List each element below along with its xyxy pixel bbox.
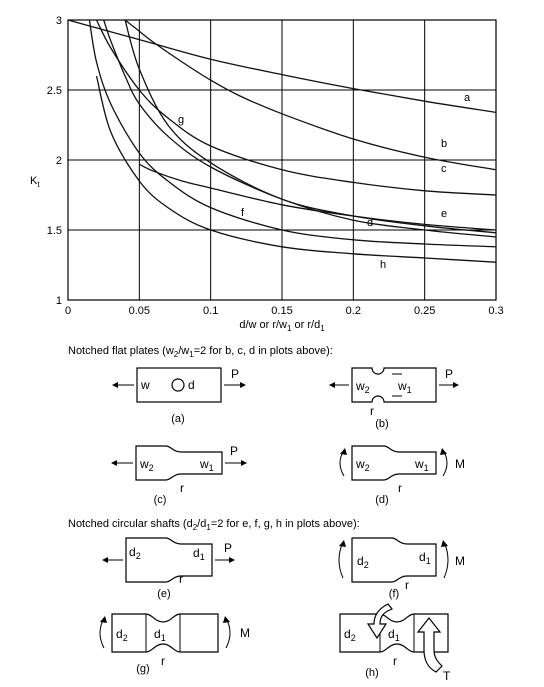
curves	[67, 19, 497, 263]
label-c-r: r	[180, 481, 184, 495]
hole-a	[171, 378, 185, 392]
x-tick-label: 0.2	[346, 305, 361, 317]
label-e-d1: d1	[193, 546, 205, 562]
label-d-w1: w1	[414, 457, 429, 473]
label-d-w2: w2	[355, 457, 370, 473]
label-b-w1: w1	[397, 379, 412, 395]
y-tick-label: 1.5	[47, 225, 62, 237]
y-tick-label: 1	[56, 295, 62, 307]
shaft-e	[125, 537, 213, 583]
label-h-d1: d1	[388, 627, 400, 643]
caption-c: (c)	[154, 494, 167, 506]
label-d-load: M	[455, 457, 465, 471]
label-b-r: r	[370, 404, 374, 418]
y-tick-label: 2	[56, 155, 62, 167]
curve-a	[67, 19, 497, 114]
label-a-load: P	[231, 367, 239, 381]
curve-label-c: c	[441, 163, 447, 175]
torque-arrow-left	[366, 603, 393, 640]
curve-c	[95, 19, 497, 196]
plate-b	[351, 367, 437, 403]
label-f-d2: d2	[357, 554, 369, 570]
curve-b	[124, 19, 497, 171]
label-a-w: w	[140, 378, 150, 392]
label-c-load: P	[230, 444, 238, 458]
shafts-heading: Notched circular shafts (d2/d1=2 for e, …	[68, 518, 360, 532]
caption-h: (h)	[365, 667, 378, 679]
label-g-d1: d1	[154, 627, 166, 643]
diagram-h: d2 d1 r T (h)	[339, 603, 451, 683]
plate-d	[351, 445, 437, 481]
label-h-r: r	[393, 654, 397, 668]
shaft-f	[351, 537, 437, 583]
diagram-a: w d P (a)	[112, 367, 246, 425]
x-tick-label: 0	[65, 305, 71, 317]
label-a-d: d	[188, 378, 195, 392]
curve-f	[88, 19, 497, 248]
curve-label-d: d	[367, 217, 373, 229]
label-g-r: r	[161, 654, 165, 668]
x-tick-label: 0.3	[488, 305, 503, 317]
diagram-b: w2 w1 r P (b)	[329, 367, 459, 430]
label-g-load: M	[240, 626, 250, 640]
y-tick-label: 2.5	[47, 85, 62, 97]
diagram-d: w2 w1 r M (d)	[339, 445, 465, 506]
curve-label-f: f	[241, 207, 245, 219]
x-tick-labels: 0 0.05 0.1 0.15 0.2 0.25 0.3	[65, 305, 504, 317]
curve-label-b: b	[441, 138, 447, 150]
x-tick-label: 0.05	[129, 305, 150, 317]
plate-c	[135, 445, 223, 481]
y-axis-label: Kt	[30, 175, 40, 189]
curve-label-e: e	[441, 208, 447, 220]
label-g-d2: d2	[116, 627, 128, 643]
caption-b: (b)	[375, 418, 388, 430]
kt-chart: 0 0.05 0.1 0.15 0.2 0.25 0.3 1 1.5 2 2.5 3 Kt d/w …	[30, 15, 504, 333]
label-c-w2: w2	[139, 457, 154, 473]
diagram-e: d2 d1 r P (e)	[102, 537, 235, 600]
label-d-r: r	[398, 481, 402, 495]
caption-a: (a)	[171, 413, 184, 425]
caption-g: (g)	[136, 663, 149, 675]
plates-heading: Notched flat plates (w2/w1=2 for b, c, d…	[68, 345, 333, 359]
curve-label-h: h	[380, 259, 386, 271]
y-tick-labels: 1 1.5 2 2.5 3	[47, 15, 62, 307]
label-h-load: T	[443, 669, 451, 683]
caption-e: (e)	[157, 588, 170, 600]
y-tick-label: 3	[56, 15, 62, 27]
x-axis-label: d/w or r/w1 or r/d1	[239, 319, 325, 333]
label-e-load: P	[224, 541, 232, 555]
shaft-g	[111, 613, 219, 653]
label-f-load: M	[455, 554, 465, 568]
curve-label-g: g	[178, 114, 184, 126]
caption-d: (d)	[375, 494, 388, 506]
diagram-g: d2 d1 r M (g)	[99, 613, 250, 675]
diagram-c: w2 w1 r P (c)	[111, 444, 247, 506]
curve-g	[124, 19, 497, 234]
label-h-d2: d2	[344, 627, 356, 643]
caption-f: (f)	[389, 588, 399, 600]
torque-arrow-right	[416, 617, 443, 673]
curve-h	[95, 75, 497, 263]
x-tick-label: 0.15	[271, 305, 292, 317]
x-tick-label: 0.1	[203, 305, 218, 317]
label-e-r: r	[179, 572, 183, 586]
label-b-load: P	[445, 367, 453, 381]
curve-label-a: a	[464, 92, 471, 104]
label-f-r: r	[405, 578, 409, 592]
diagram-f: d2 d1 r M (f)	[338, 537, 465, 600]
label-e-d2: d2	[129, 545, 141, 561]
label-f-d1: d1	[419, 550, 431, 566]
label-b-w2: w2	[355, 379, 370, 395]
x-tick-label: 0.25	[414, 305, 435, 317]
label-c-w1: w1	[199, 457, 214, 473]
curve-d	[103, 19, 497, 238]
